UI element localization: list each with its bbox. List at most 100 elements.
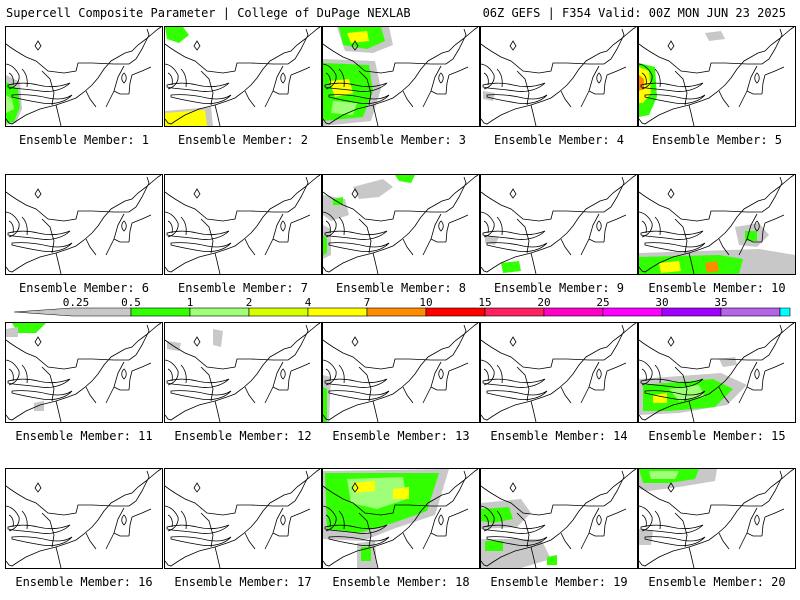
state-boundary xyxy=(113,361,125,388)
long-island-outline xyxy=(596,368,602,380)
ensemble-member-panel xyxy=(164,468,322,569)
regional-map xyxy=(639,469,795,568)
lake-marker xyxy=(193,188,201,199)
ensemble-member-panel xyxy=(5,174,163,275)
great-lakes-outline xyxy=(482,230,546,240)
regional-map xyxy=(639,27,795,126)
state-boundary xyxy=(372,400,379,422)
state-boundary xyxy=(516,218,530,254)
colorbar-segment xyxy=(602,307,663,317)
ensemble-member-panel xyxy=(164,26,322,127)
state-boundary xyxy=(606,508,627,518)
coastline xyxy=(323,469,479,567)
great-lakes-outline xyxy=(483,514,489,528)
scp-field xyxy=(639,31,725,117)
state-boundary xyxy=(718,386,730,404)
ensemble-member-label: Ensemble Member: 18 xyxy=(332,575,470,589)
state-boundary xyxy=(272,361,284,388)
coastline xyxy=(323,175,479,273)
state-boundary xyxy=(244,90,256,108)
lake-marker xyxy=(509,482,517,493)
state-boundary xyxy=(430,213,442,240)
state-boundary xyxy=(290,66,311,76)
scp-contour-fill xyxy=(483,91,495,101)
state-boundary xyxy=(430,238,446,243)
state-boundary xyxy=(674,512,688,548)
great-lakes-outline xyxy=(7,82,71,92)
great-lakes-outline xyxy=(170,242,232,252)
scp-contour-fill xyxy=(639,67,651,103)
state-boundary xyxy=(445,74,450,95)
great-lakes-outline xyxy=(166,378,230,388)
colorbar-segment xyxy=(543,307,604,317)
lake-marker xyxy=(193,482,201,493)
coastline xyxy=(165,469,321,567)
state-boundary xyxy=(402,386,414,404)
great-lakes-outline xyxy=(167,220,173,234)
ensemble-member-label: Ensemble Member: 14 xyxy=(490,429,628,443)
coastline xyxy=(639,175,795,273)
great-lakes-outline xyxy=(166,82,230,92)
state-boundary xyxy=(738,90,748,108)
state-boundary xyxy=(264,238,274,256)
great-lakes-outline xyxy=(21,364,28,384)
great-lakes-outline xyxy=(7,524,71,534)
great-lakes-outline xyxy=(496,510,503,530)
ensemble-member-panel xyxy=(322,468,480,569)
ensemble-member-panel xyxy=(322,174,480,275)
great-lakes-outline xyxy=(6,63,20,90)
ensemble-member-label: Ensemble Member: 20 xyxy=(648,575,786,589)
us-canada-border xyxy=(639,470,783,516)
state-boundary xyxy=(588,213,600,240)
state-boundary xyxy=(402,238,414,256)
us-canada-border xyxy=(165,28,309,74)
great-lakes-outline xyxy=(8,514,14,528)
ensemble-member-panel xyxy=(5,468,163,569)
state-boundary xyxy=(764,214,785,224)
colorbar-tick-label: 10 xyxy=(419,296,433,309)
state-boundary xyxy=(738,238,748,256)
lake-marker xyxy=(667,40,675,51)
great-lakes-outline xyxy=(641,72,647,86)
great-lakes-outline xyxy=(644,536,706,546)
colorbar-tick-label: 15 xyxy=(478,296,492,309)
great-lakes-outline xyxy=(482,378,546,388)
ensemble-member-label: Ensemble Member: 7 xyxy=(177,281,309,295)
colorbar-segment xyxy=(779,307,791,317)
state-boundary xyxy=(422,90,432,108)
scp-contour-fill xyxy=(395,175,415,183)
regional-map xyxy=(165,27,321,126)
scp-contour-fill xyxy=(501,261,521,273)
state-boundary xyxy=(272,386,288,391)
colorbar-segment xyxy=(661,307,722,317)
colorbar-tick-label: 0.25 xyxy=(62,296,90,309)
ensemble-member-label: Ensemble Member: 17 xyxy=(174,575,312,589)
regional-map xyxy=(323,27,479,126)
state-boundary xyxy=(131,362,152,372)
state-boundary xyxy=(603,74,608,95)
great-lakes-outline xyxy=(166,524,230,534)
great-lakes-outline xyxy=(654,364,661,384)
ensemble-member-label: Ensemble Member: 5 xyxy=(651,133,783,147)
lake-marker xyxy=(667,482,675,493)
great-lakes-outline xyxy=(639,359,653,386)
state-boundary xyxy=(516,366,530,402)
scp-contour-fill xyxy=(639,255,743,274)
scp-field xyxy=(6,323,46,411)
us-canada-border xyxy=(481,176,625,222)
great-lakes-outline xyxy=(640,378,704,388)
great-lakes-outline xyxy=(496,68,503,88)
great-lakes-outline xyxy=(496,364,503,384)
state-boundary xyxy=(113,65,125,92)
state-boundary xyxy=(530,104,537,126)
state-boundary xyxy=(214,400,221,422)
great-lakes-outline xyxy=(323,63,337,90)
state-boundary xyxy=(746,386,762,391)
us-canada-border xyxy=(639,324,783,370)
great-lakes-outline xyxy=(21,510,28,530)
state-boundary xyxy=(603,222,608,243)
state-boundary xyxy=(580,238,590,256)
ensemble-member-label: Ensemble Member: 6 xyxy=(18,281,150,295)
ensemble-member-label: Ensemble Member: 3 xyxy=(335,133,467,147)
us-canada-border xyxy=(481,28,625,74)
